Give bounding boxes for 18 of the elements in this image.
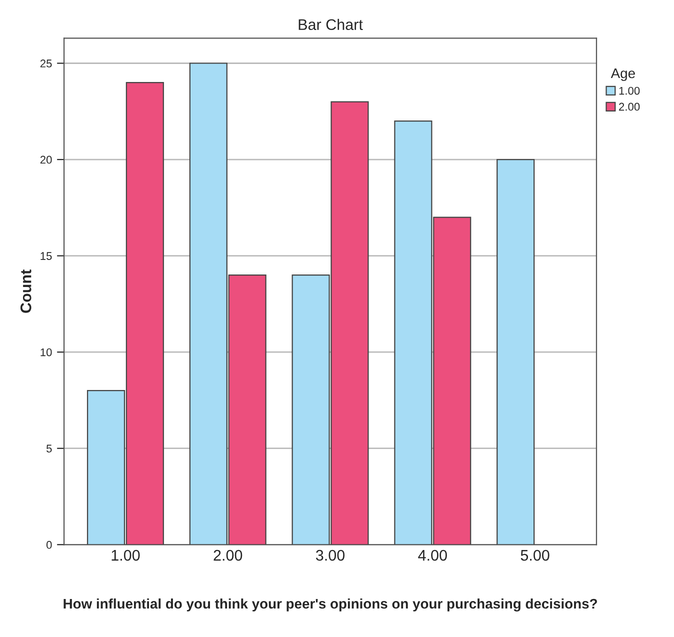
x-tick-label: 4.00 bbox=[418, 550, 447, 561]
x-axis-title: How influential do you think your peer's opinions on your purchasing decisions? bbox=[64, 598, 597, 612]
y-tick-label: 25 bbox=[40, 60, 52, 68]
bar bbox=[496, 158, 535, 545]
y-tick-label: 5 bbox=[46, 444, 52, 452]
x-tick-label: 2.00 bbox=[214, 550, 242, 561]
x-tick-label: 3.00 bbox=[316, 550, 345, 561]
x-tick-label: 5.00 bbox=[520, 550, 550, 561]
y-tick-label: 20 bbox=[40, 156, 52, 164]
x-tick-label: 1.00 bbox=[112, 550, 140, 561]
y-axis-title: Count bbox=[20, 270, 32, 313]
legend-title: Age bbox=[610, 68, 635, 81]
y-tick-label: 0 bbox=[46, 540, 52, 549]
legend-label: 1.00 bbox=[619, 86, 640, 95]
chart-title: Bar Chart bbox=[298, 18, 363, 30]
y-tick-label: 15 bbox=[40, 252, 52, 260]
y-tick-label: 10 bbox=[40, 348, 52, 356]
legend-label: 2.00 bbox=[619, 102, 640, 111]
